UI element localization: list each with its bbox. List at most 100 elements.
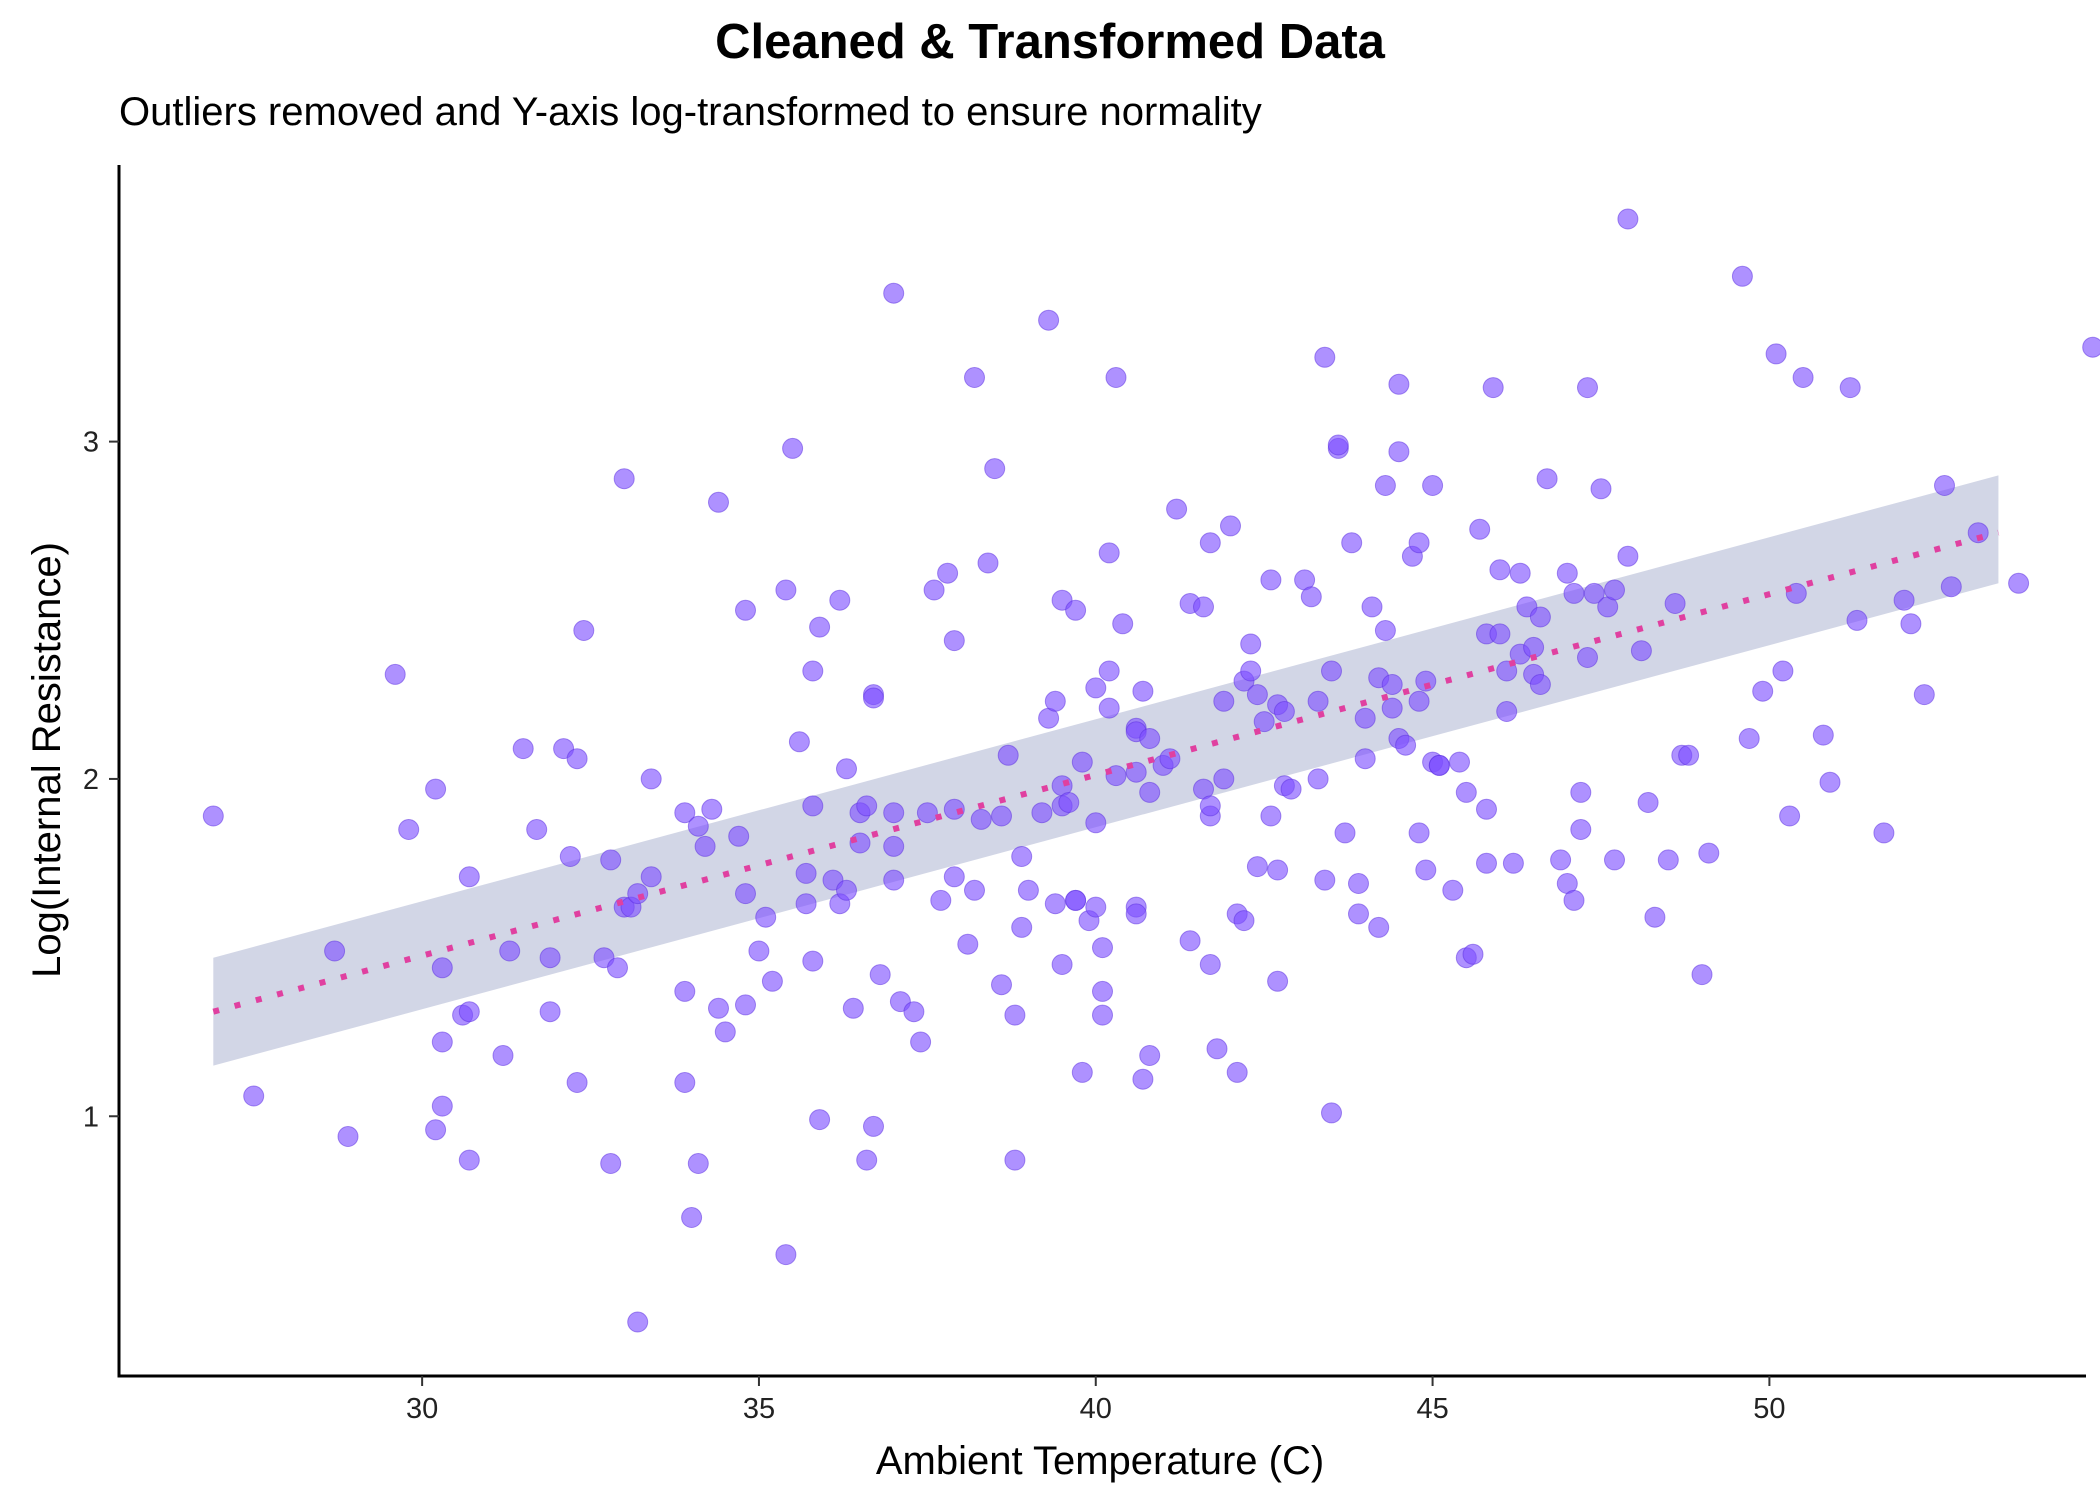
data-point bbox=[795, 862, 817, 884]
points-layer bbox=[202, 208, 2100, 1333]
data-point bbox=[573, 620, 595, 641]
data-point bbox=[842, 997, 864, 1019]
data-point bbox=[775, 579, 797, 601]
data-point bbox=[337, 1126, 359, 1147]
data-point bbox=[1085, 677, 1107, 699]
data-point bbox=[1577, 647, 1598, 668]
data-point bbox=[708, 997, 729, 1019]
data-point bbox=[1893, 589, 1915, 611]
data-point bbox=[1240, 660, 1262, 682]
data-point bbox=[1678, 744, 1700, 766]
data-point bbox=[1388, 441, 1410, 463]
data-point bbox=[802, 795, 824, 817]
data-point bbox=[1913, 684, 1935, 706]
data-point bbox=[795, 893, 817, 915]
data-point bbox=[1846, 609, 1868, 631]
data-point bbox=[458, 866, 480, 888]
data-point bbox=[1415, 670, 1437, 692]
data-point bbox=[1092, 980, 1113, 1002]
data-point bbox=[1348, 873, 1369, 894]
data-point bbox=[869, 964, 891, 986]
data-point bbox=[384, 663, 406, 685]
data-point bbox=[1307, 690, 1329, 712]
data-point bbox=[1408, 822, 1430, 844]
data-point bbox=[1132, 1068, 1154, 1090]
data-point bbox=[613, 468, 635, 490]
data-point bbox=[499, 940, 521, 962]
data-point bbox=[829, 589, 851, 611]
data-point bbox=[1381, 674, 1403, 695]
data-point bbox=[1415, 859, 1437, 881]
data-point bbox=[1381, 697, 1403, 719]
data-point bbox=[425, 778, 447, 800]
data-point bbox=[1220, 515, 1241, 537]
data-point bbox=[1280, 778, 1302, 800]
data-point bbox=[1529, 674, 1551, 695]
data-point bbox=[492, 1045, 514, 1066]
x-tick-label: 45 bbox=[1416, 1393, 1448, 1425]
data-point bbox=[674, 802, 696, 824]
data-point bbox=[1267, 859, 1289, 881]
data-point bbox=[1166, 498, 1188, 520]
data-point bbox=[802, 660, 824, 682]
chart-subtitle: Outliers removed and Y-axis log-transfor… bbox=[119, 90, 1262, 134]
data-point bbox=[1967, 522, 1989, 544]
data-point bbox=[512, 738, 534, 760]
data-point bbox=[1536, 468, 1558, 490]
data-point bbox=[1731, 265, 1753, 287]
data-point bbox=[1590, 478, 1612, 500]
data-point bbox=[957, 933, 979, 955]
data-point bbox=[1819, 771, 1841, 793]
data-point bbox=[1098, 660, 1120, 682]
data-point bbox=[1779, 805, 1801, 827]
data-point bbox=[1233, 910, 1255, 932]
data-point bbox=[2008, 572, 2030, 594]
data-point bbox=[1556, 562, 1578, 584]
data-point bbox=[1934, 475, 1955, 496]
data-point bbox=[566, 748, 588, 770]
data-point bbox=[458, 1001, 480, 1023]
data-point bbox=[1004, 1149, 1026, 1171]
data-point bbox=[1065, 599, 1087, 621]
data-point bbox=[856, 795, 878, 817]
data-point bbox=[1476, 798, 1497, 820]
data-point bbox=[984, 458, 1006, 480]
data-point bbox=[1011, 916, 1033, 938]
data-point bbox=[694, 835, 716, 857]
data-point bbox=[202, 805, 224, 827]
data-point bbox=[735, 599, 756, 621]
data-point bbox=[674, 1072, 696, 1093]
data-point bbox=[1206, 1038, 1228, 1060]
data-point bbox=[1529, 606, 1551, 628]
data-point bbox=[1092, 1004, 1113, 1026]
data-point bbox=[1011, 846, 1033, 867]
data-point bbox=[681, 1207, 703, 1228]
data-point bbox=[1496, 701, 1518, 722]
data-point bbox=[1240, 633, 1262, 655]
data-point bbox=[1044, 893, 1066, 915]
y-tick-label: 1 bbox=[83, 1101, 99, 1133]
data-point bbox=[856, 1149, 878, 1171]
data-point bbox=[1691, 964, 1713, 986]
data-point bbox=[243, 1085, 265, 1107]
data-point bbox=[1058, 792, 1080, 813]
data-point bbox=[1327, 434, 1349, 456]
data-point bbox=[1617, 208, 1639, 230]
data-point bbox=[1449, 751, 1470, 773]
data-point bbox=[627, 1311, 649, 1333]
data-point bbox=[431, 957, 453, 979]
data-point bbox=[761, 970, 783, 992]
data-point bbox=[1455, 781, 1477, 803]
data-point bbox=[964, 367, 985, 388]
y-axis-label: Log(Internal Resistance) bbox=[25, 542, 69, 978]
data-point bbox=[1408, 690, 1430, 712]
data-point bbox=[1489, 623, 1511, 645]
data-point bbox=[1314, 869, 1336, 891]
data-point bbox=[916, 802, 938, 824]
data-point bbox=[977, 552, 999, 574]
data-point bbox=[782, 437, 804, 459]
data-point bbox=[775, 1244, 797, 1266]
data-point bbox=[1004, 1004, 1026, 1026]
data-point bbox=[883, 835, 905, 857]
